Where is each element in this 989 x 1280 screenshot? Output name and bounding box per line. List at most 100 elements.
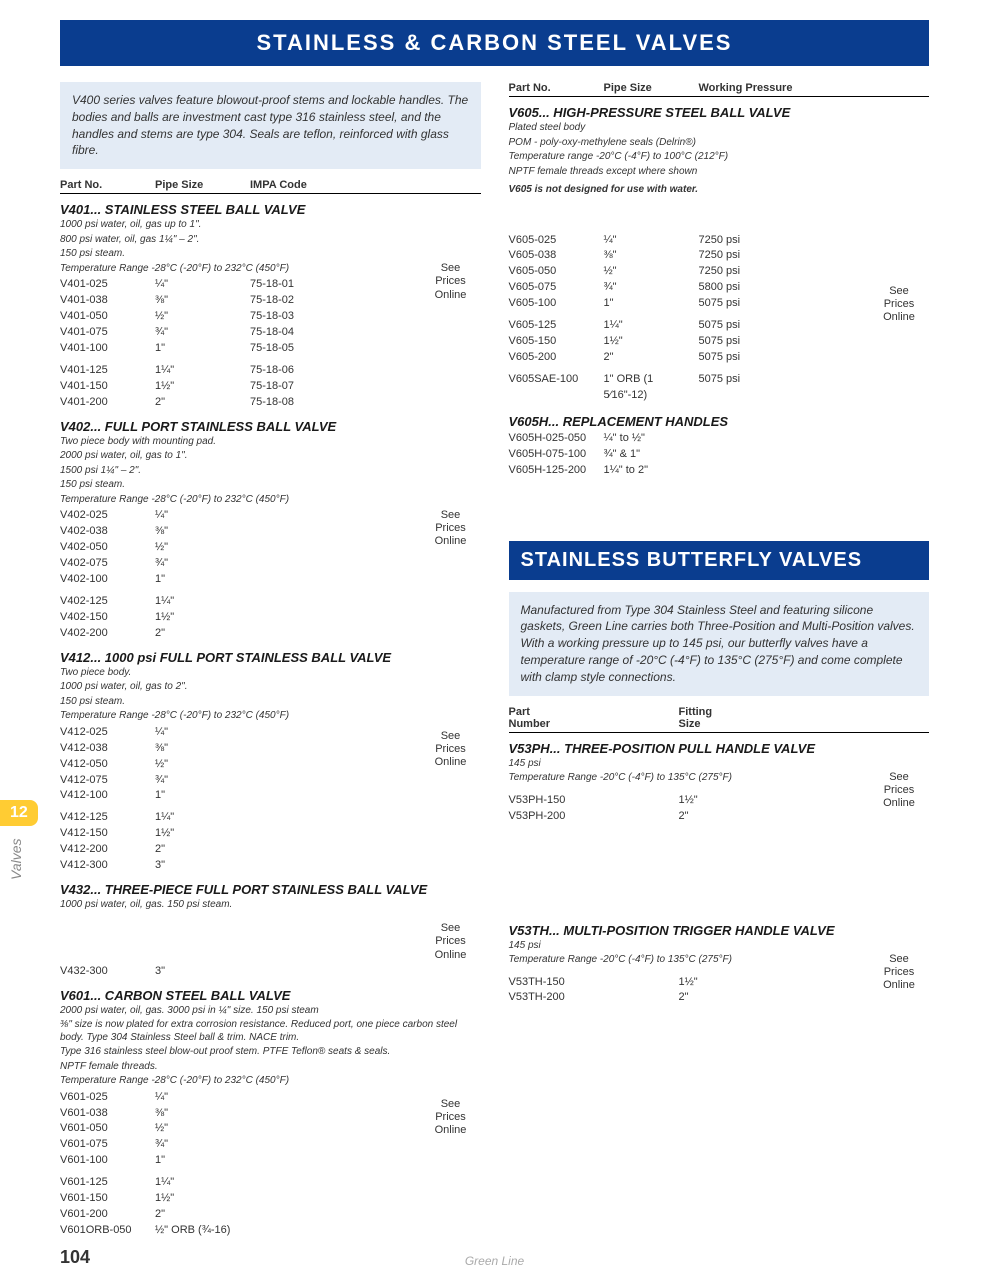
catalog-page: STAINLESS & CARBON STEEL VALVES V400 ser… bbox=[0, 0, 989, 1278]
note-line: 1500 psi 1¼" – 2". bbox=[60, 465, 481, 478]
cell: V412-050 bbox=[60, 757, 155, 773]
table-row: V605-050½"7250 psi bbox=[509, 264, 930, 280]
table-row: V401-038⅜"75-18-02 bbox=[60, 293, 481, 309]
section-title: V432... THREE-PIECE FULL PORT STAINLESS … bbox=[60, 882, 481, 897]
cell: V401-125 bbox=[60, 363, 155, 379]
cell: V412-075 bbox=[60, 773, 155, 789]
section-title: V605H... REPLACEMENT HANDLES bbox=[509, 414, 930, 429]
table-row: V402-1001" bbox=[60, 572, 481, 588]
cell: ¼" bbox=[155, 277, 250, 293]
col-header: Pipe Size bbox=[155, 179, 250, 191]
note-line: 1000 psi water, oil, gas to 2". bbox=[60, 681, 481, 694]
cell: V53TH-200 bbox=[509, 990, 679, 1006]
cell: V53PH-150 bbox=[509, 793, 679, 809]
table-row: V401-1001"75-18-05 bbox=[60, 341, 481, 357]
product-v432: See Prices Online V432... THREE-PIECE FU… bbox=[60, 882, 481, 979]
table-row: V605H-075-100¾" & 1" bbox=[509, 447, 930, 463]
price-badge: See Prices Online bbox=[421, 1098, 481, 1138]
notes: Two piece body with mounting pad.2000 ps… bbox=[60, 436, 481, 507]
rows: V605-1251¼"5075 psiV605-1501½"5075 psiV6… bbox=[509, 318, 930, 366]
table-header-left: Part No. Pipe Size IMPA Code bbox=[60, 179, 481, 194]
cell: V601-025 bbox=[60, 1090, 155, 1106]
cell: 1" bbox=[604, 296, 699, 312]
table-row: V412-3003" bbox=[60, 858, 481, 874]
table-row: V432-3003" bbox=[60, 964, 481, 980]
table-row: V412-075¾" bbox=[60, 773, 481, 789]
col-header: Part No. bbox=[509, 82, 604, 94]
table-row: V402-038⅜" bbox=[60, 524, 481, 540]
note-line: NPTF female threads. bbox=[60, 1061, 481, 1074]
note-line: 2000 psi water, oil, gas. 3000 psi in ¼"… bbox=[60, 1005, 481, 1018]
price-badge: See Prices Online bbox=[869, 953, 929, 993]
table-row: V401-2002"75-18-08 bbox=[60, 395, 481, 411]
cell: V605H-075-100 bbox=[509, 447, 604, 463]
cell: 1¼" bbox=[155, 1175, 250, 1191]
table-row: V605H-125-2001¼" to 2" bbox=[509, 463, 930, 479]
cell: 1" bbox=[155, 1153, 250, 1169]
cell: V402-125 bbox=[60, 594, 155, 610]
cell: V401-025 bbox=[60, 277, 155, 293]
cell: 1¼" to 2" bbox=[604, 463, 699, 479]
price-badge: See Prices Online bbox=[421, 730, 481, 770]
note-line: Temperature Range -28°C (-20°F) to 232°C… bbox=[60, 1075, 481, 1088]
cell: 5075 psi bbox=[699, 372, 819, 404]
note-line: 150 psi steam. bbox=[60, 248, 481, 261]
table-row: V605H-025-050¼" to ½" bbox=[509, 431, 930, 447]
cell: V412-100 bbox=[60, 788, 155, 804]
cell: ½" bbox=[155, 757, 250, 773]
note-line: 2000 psi water, oil, gas to 1". bbox=[60, 450, 481, 463]
col-header: Fitting Size bbox=[679, 706, 774, 730]
cell: 3" bbox=[155, 858, 250, 874]
table-row: V53PH-2002" bbox=[509, 809, 930, 825]
cell: ½" bbox=[604, 264, 699, 280]
rows: V432-3003" bbox=[60, 964, 481, 980]
left-column: V400 series valves feature blowout-proof… bbox=[60, 82, 481, 1239]
cell: ¾" bbox=[155, 325, 250, 341]
cell: ¾" bbox=[155, 1137, 250, 1153]
cell: 5075 psi bbox=[699, 296, 819, 312]
rows: V412-025¼"V412-038⅜"V412-050½"V412-075¾"… bbox=[60, 725, 481, 805]
cell: V412-200 bbox=[60, 842, 155, 858]
section-title: V53PH... THREE-POSITION PULL HANDLE VALV… bbox=[509, 741, 930, 756]
table-row: V601-1501½" bbox=[60, 1191, 481, 1207]
rows: V53TH-1501½"V53TH-2002" bbox=[509, 975, 930, 1007]
col-header: Working Pressure bbox=[699, 82, 819, 94]
cell: ⅜" bbox=[155, 1106, 250, 1122]
cell: ½" bbox=[155, 309, 250, 325]
note-line: Temperature range -20°C (-4°F) to 100°C … bbox=[509, 151, 930, 164]
rows: V53PH-1501½"V53PH-2002" bbox=[509, 793, 930, 825]
note-line: 145 psi bbox=[509, 940, 930, 953]
cell: V605SAE-100 bbox=[509, 372, 604, 404]
cell: V605-150 bbox=[509, 334, 604, 350]
section-title: V412... 1000 psi FULL PORT STAINLESS BAL… bbox=[60, 650, 481, 665]
cell: 1¼" bbox=[604, 318, 699, 334]
product-v601: See Prices Online V601... CARBON STEEL B… bbox=[60, 988, 481, 1239]
page-banner: STAINLESS & CARBON STEEL VALVES bbox=[60, 20, 929, 66]
cell: ½" bbox=[155, 1121, 250, 1137]
cell: V605-075 bbox=[509, 280, 604, 296]
cell: 1¼" bbox=[155, 594, 250, 610]
intro-right: Manufactured from Type 304 Stainless Ste… bbox=[509, 592, 930, 696]
bold-note: V605 is not designed for use with water. bbox=[509, 184, 930, 197]
price-badge: See Prices Online bbox=[421, 509, 481, 549]
cell: V401-100 bbox=[60, 341, 155, 357]
table-row: V601-2002" bbox=[60, 1207, 481, 1223]
table-header-right-top: Part No. Pipe Size Working Pressure bbox=[509, 82, 930, 97]
cell: ½" bbox=[155, 540, 250, 556]
cell: V402-050 bbox=[60, 540, 155, 556]
table-row: V601-025¼" bbox=[60, 1090, 481, 1106]
cell: 75-18-08 bbox=[250, 395, 340, 411]
section-title: V53TH... MULTI-POSITION TRIGGER HANDLE V… bbox=[509, 923, 930, 938]
table-row: V601-050½" bbox=[60, 1121, 481, 1137]
notes: 1000 psi water, oil, gas. 150 psi steam. bbox=[60, 899, 481, 912]
footer-brand: Green Line bbox=[60, 1254, 929, 1268]
cell: 1½" bbox=[679, 793, 774, 809]
cell: 1½" bbox=[155, 379, 250, 395]
cell: 7250 psi bbox=[699, 248, 819, 264]
cell: V401-038 bbox=[60, 293, 155, 309]
table-row: V605-025¼"7250 psi bbox=[509, 233, 930, 249]
table-row: V601-1001" bbox=[60, 1153, 481, 1169]
cell: V601-038 bbox=[60, 1106, 155, 1122]
cell: 1" bbox=[155, 572, 250, 588]
col-header: Part No. bbox=[60, 179, 155, 191]
